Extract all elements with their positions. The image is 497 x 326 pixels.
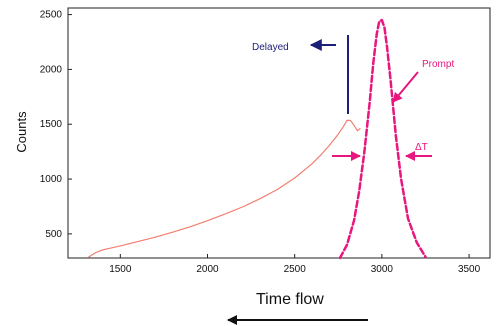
x-tick-label: 2000: [196, 264, 219, 275]
y-tick-label: 500: [45, 229, 62, 240]
y-tick-label: 1500: [40, 119, 63, 130]
x-axis: 1500 2000 2500 3000 3500: [109, 254, 481, 275]
delta-t-label: ΔT: [415, 142, 428, 153]
y-tick-label: 2500: [40, 10, 63, 21]
x-tick-label: 2500: [284, 264, 307, 275]
prompt-arrow: [392, 71, 419, 103]
delayed-label: Delayed: [252, 42, 289, 53]
time-flow-label: Time flow: [256, 291, 324, 308]
y-axis: 500 1000 1500 2000 2500: [40, 10, 72, 240]
x-tick-label: 3000: [371, 264, 394, 275]
delayed-series-line: [88, 119, 361, 258]
prompt-label: Prompt: [422, 59, 454, 70]
y-tick-label: 1000: [40, 174, 63, 185]
series-layer: [88, 18, 427, 260]
y-tick-label: 2000: [40, 64, 63, 75]
prompt-series-line: [338, 18, 427, 260]
x-tick-label: 1500: [109, 264, 132, 275]
y-axis-label: Counts: [14, 111, 29, 153]
x-tick-label: 3500: [458, 264, 481, 275]
plot-area: [67, 7, 491, 259]
